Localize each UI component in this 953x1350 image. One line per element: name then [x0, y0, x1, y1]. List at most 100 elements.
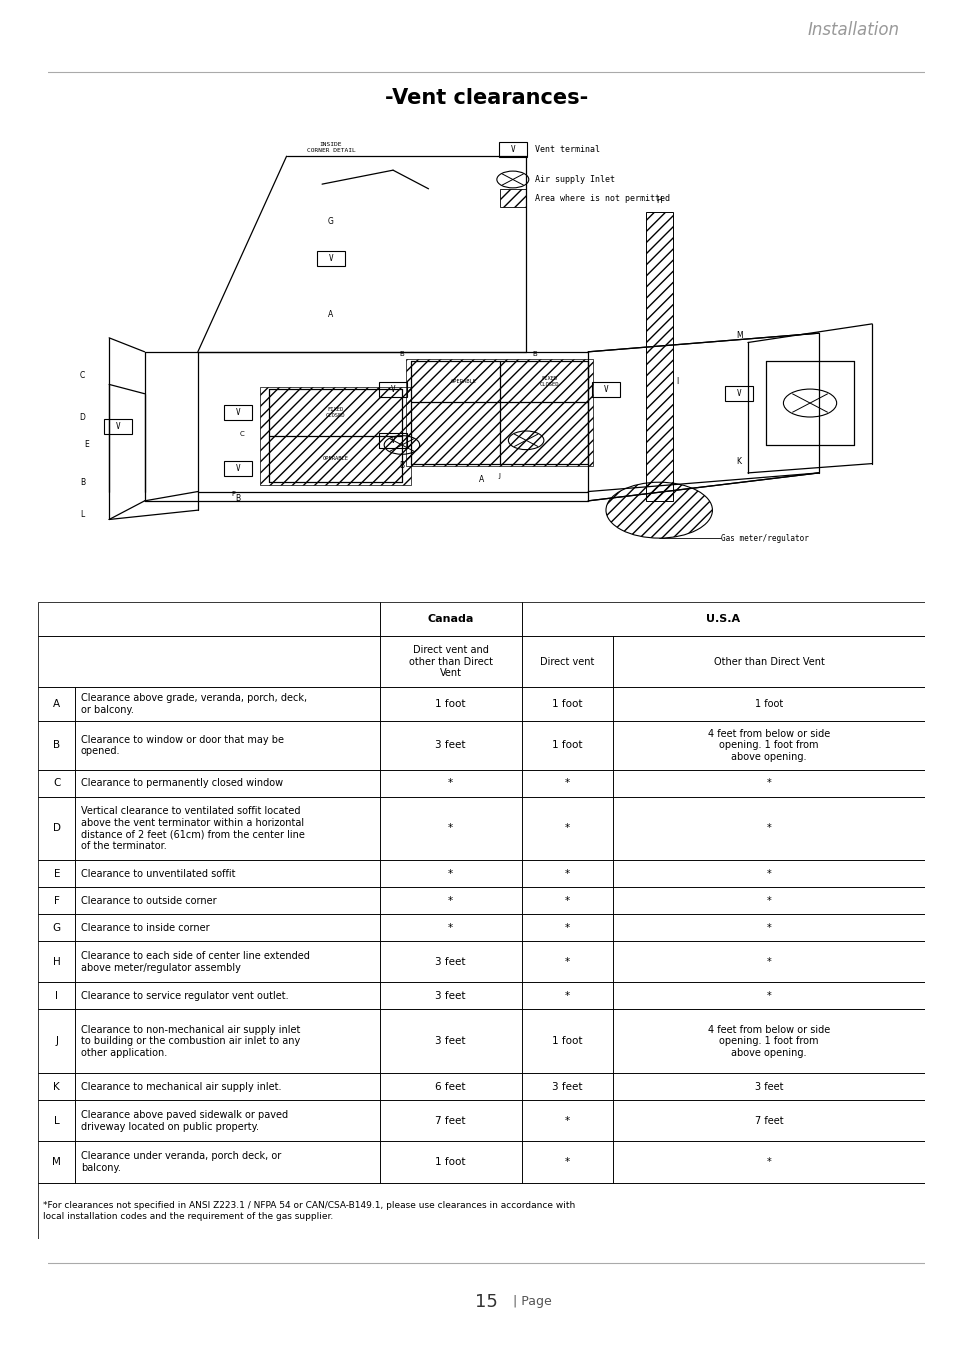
Text: V: V — [391, 385, 395, 394]
Bar — [38, 1183, 924, 1239]
Bar — [38, 1073, 75, 1100]
Text: 4 feet from below or side
opening. 1 foot from
above opening.: 4 feet from below or side opening. 1 foo… — [707, 729, 829, 761]
Text: 3 feet: 3 feet — [552, 1081, 582, 1092]
Bar — [521, 1010, 613, 1073]
Text: Canada: Canada — [427, 614, 474, 624]
Bar — [38, 1141, 75, 1183]
Text: Installation: Installation — [806, 20, 898, 39]
Text: *For clearances not specified in ANSI Z223.1 / NFPA 54 or CAN/CSA-B149.1, please: *For clearances not specified in ANSI Z2… — [44, 1202, 575, 1220]
Bar — [379, 941, 521, 983]
Text: D: D — [52, 824, 61, 833]
Text: *: * — [766, 923, 771, 933]
Text: Air supply Inlet: Air supply Inlet — [535, 176, 615, 184]
Text: 1 foot: 1 foot — [552, 1037, 582, 1046]
Bar — [316, 251, 345, 266]
Text: B: B — [532, 351, 537, 358]
Bar — [724, 386, 753, 401]
Text: E: E — [85, 440, 90, 450]
Text: I: I — [55, 991, 58, 1000]
Text: Other than Direct Vent: Other than Direct Vent — [713, 656, 823, 667]
Text: 3 feet: 3 feet — [435, 957, 465, 967]
Bar — [75, 796, 379, 860]
Text: A: A — [328, 310, 334, 319]
Bar — [75, 887, 379, 914]
Bar — [521, 721, 613, 770]
Text: V: V — [115, 421, 120, 431]
Text: *: * — [564, 991, 569, 1000]
Bar — [521, 769, 613, 796]
Bar — [379, 721, 521, 770]
Bar — [521, 1141, 613, 1183]
Bar — [613, 860, 924, 887]
Text: A: A — [53, 699, 60, 709]
Bar — [379, 983, 521, 1010]
Bar — [38, 1010, 75, 1073]
Text: 1 foot: 1 foot — [552, 740, 582, 751]
Text: B: B — [399, 462, 404, 470]
Bar — [613, 796, 924, 860]
Text: Clearance to non-mechanical air supply inlet
to building or the combustion air i: Clearance to non-mechanical air supply i… — [81, 1025, 300, 1058]
Text: M: M — [735, 331, 741, 340]
Text: 1 foot: 1 foot — [435, 699, 465, 709]
Bar — [75, 769, 379, 796]
Text: OPERABLE: OPERABLE — [322, 456, 348, 462]
Bar — [75, 941, 379, 983]
Text: H: H — [52, 957, 61, 967]
Text: C: C — [239, 431, 244, 436]
Bar — [613, 1141, 924, 1183]
Bar — [38, 796, 75, 860]
Text: INSIDE
CORNER DETAIL: INSIDE CORNER DETAIL — [306, 142, 355, 154]
Text: V: V — [328, 254, 333, 263]
Text: *: * — [448, 923, 453, 933]
Text: *: * — [564, 896, 569, 906]
Text: Clearance to each side of center line extended
above meter/regulator assembly: Clearance to each side of center line ex… — [81, 950, 310, 972]
Bar — [406, 359, 592, 466]
Text: *: * — [564, 957, 569, 967]
Text: V: V — [391, 436, 395, 444]
Bar — [38, 941, 75, 983]
Bar — [379, 1141, 521, 1183]
Bar — [223, 460, 252, 475]
Bar — [379, 796, 521, 860]
Bar — [521, 983, 613, 1010]
Text: H: H — [656, 196, 661, 205]
Text: Clearance to service regulator vent outlet.: Clearance to service regulator vent outl… — [81, 991, 288, 1000]
Bar — [104, 418, 132, 433]
Text: 7 feet: 7 feet — [435, 1116, 465, 1126]
Text: D: D — [79, 413, 86, 421]
Text: L: L — [80, 510, 85, 520]
Text: C: C — [53, 778, 60, 788]
Text: *: * — [564, 824, 569, 833]
Text: E: E — [53, 869, 60, 879]
Bar — [75, 1010, 379, 1073]
Text: *: * — [564, 923, 569, 933]
Text: *: * — [766, 869, 771, 879]
Bar — [521, 602, 924, 636]
Bar — [38, 887, 75, 914]
Text: 4 feet from below or side
opening. 1 foot from
above opening.: 4 feet from below or side opening. 1 foo… — [707, 1025, 829, 1058]
Bar — [498, 142, 526, 157]
Text: | Page: | Page — [513, 1296, 551, 1308]
Bar — [379, 860, 521, 887]
Text: F: F — [232, 491, 235, 497]
Bar — [521, 687, 613, 721]
Text: K: K — [736, 456, 740, 466]
Bar — [613, 1073, 924, 1100]
Text: Direct vent: Direct vent — [539, 656, 594, 667]
Bar — [38, 721, 75, 770]
Bar — [75, 860, 379, 887]
Bar — [613, 721, 924, 770]
Bar — [521, 796, 613, 860]
Text: Clearance to permanently closed window: Clearance to permanently closed window — [81, 778, 283, 788]
Text: K: K — [53, 1081, 60, 1092]
Text: Area where is not permitted: Area where is not permitted — [535, 193, 669, 202]
Bar — [378, 382, 407, 397]
Text: J: J — [498, 472, 500, 478]
Bar — [378, 433, 407, 448]
Text: Clearance above grade, veranda, porch, deck,
or balcony.: Clearance above grade, veranda, porch, d… — [81, 694, 307, 716]
Bar — [38, 636, 379, 687]
Bar — [613, 887, 924, 914]
Bar — [521, 914, 613, 941]
Text: B: B — [235, 494, 240, 502]
Bar — [379, 887, 521, 914]
